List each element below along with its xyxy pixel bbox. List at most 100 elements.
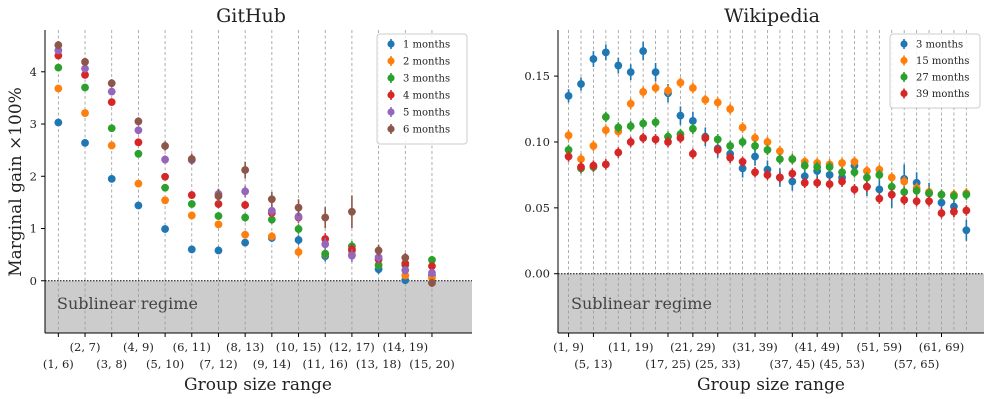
github-series-5: [54, 40, 436, 288]
wikipedia-data-point: [825, 171, 834, 179]
wikipedia-data-point: [626, 68, 635, 77]
github-legend-label: 3 months: [403, 74, 450, 85]
wikipedia-series-2: [564, 111, 971, 202]
github-data-point: [161, 196, 169, 205]
github-data-point: [401, 259, 410, 268]
github-title: GitHub: [216, 5, 286, 27]
wikipedia-data-point: [726, 142, 735, 150]
wikipedia-data-point: [688, 149, 697, 158]
wikipedia-legend-marker: [900, 73, 908, 81]
github-data-point: [81, 138, 89, 147]
github-data-point: [107, 124, 116, 133]
wikipedia-x-tick-label: (5, 13): [574, 357, 612, 371]
github-data-point: [267, 206, 276, 215]
wikipedia-data-point: [925, 189, 933, 198]
github-data-point: [294, 212, 303, 221]
wikipedia-data-point: [763, 138, 772, 146]
wikipedia-legend-marker: [900, 56, 908, 65]
wikipedia-data-point: [813, 163, 822, 171]
github-data-point: [214, 200, 223, 208]
wikipedia-data-point: [601, 126, 610, 135]
github-legend-label: 5 months: [403, 108, 450, 119]
github-data-point: [428, 255, 436, 264]
wikipedia-data-point: [887, 173, 896, 182]
github-legend-marker: [387, 108, 395, 116]
wikipedia-data-point: [751, 134, 759, 142]
github-data-point: [107, 174, 116, 183]
github-data-point: [107, 79, 116, 88]
github-data-point: [401, 253, 410, 262]
github-data-point: [214, 192, 223, 201]
wikipedia-data-point: [775, 173, 784, 182]
github-data-point: [134, 149, 143, 158]
github-data-point: [187, 200, 196, 208]
github-data-point: [54, 84, 63, 93]
wikipedia-data-point: [925, 197, 933, 206]
github-x-tick-label: (11, 16): [302, 357, 348, 371]
wikipedia-legend-marker: [900, 40, 908, 48]
wikipedia-legend: 3 months 15 months 27 months 39 months: [889, 33, 981, 109]
github-x-tick-label: (7, 12): [199, 357, 237, 371]
github-sublinear-region: [45, 280, 472, 333]
github-data-point: [294, 203, 303, 212]
wikipedia-x-tick-label: (21, 29): [670, 340, 716, 354]
wikipedia-data-point: [564, 152, 573, 161]
wikipedia-data-point: [601, 160, 610, 169]
github-xlabel: Group size range: [184, 375, 332, 395]
wikipedia-x-tick-label: (57, 65): [894, 357, 940, 371]
wikipedia-data-point: [701, 134, 710, 142]
wikipedia-data-point: [626, 99, 635, 108]
github-panel: GitHub Group size range Marginal gain ×1…: [6, 5, 472, 395]
wikipedia-data-point: [564, 131, 573, 140]
github-data-point: [294, 248, 303, 256]
github-legend-box: [376, 33, 468, 145]
github-data-point: [374, 246, 383, 255]
wikipedia-data-point: [676, 134, 685, 142]
github-data-point: [81, 71, 89, 79]
wikipedia-data-point: [676, 111, 685, 120]
wikipedia-data-point: [726, 105, 735, 113]
github-data-point: [214, 220, 223, 229]
wikipedia-data-point: [962, 206, 971, 215]
github-data-point: [187, 191, 196, 199]
wikipedia-x-tick-label: (25, 33): [695, 357, 741, 371]
github-data-point: [321, 249, 330, 258]
github-data-point: [401, 266, 410, 275]
github-data-point: [134, 126, 143, 135]
wikipedia-data-point: [639, 134, 648, 142]
github-data-point: [161, 225, 169, 233]
wikipedia-data-point: [577, 80, 585, 88]
github-x-tick-label: (8, 13): [226, 340, 264, 354]
github-data-point: [428, 278, 436, 287]
wikipedia-data-point: [900, 188, 909, 196]
github-data-point: [134, 201, 143, 210]
wikipedia-legend-marker: [900, 89, 908, 98]
github-x-tick-label: (12, 17): [329, 340, 375, 354]
wikipedia-data-point: [688, 124, 697, 133]
wikipedia-data-point: [763, 145, 772, 154]
wikipedia-data-point: [626, 138, 635, 146]
github-data-point: [241, 238, 250, 247]
github-y-tick-label: 3: [30, 117, 37, 131]
wikipedia-data-point: [564, 91, 573, 100]
github-ylabel: Marginal gain ×100%: [6, 87, 26, 277]
github-legend-label: 1 months: [403, 40, 450, 51]
wikipedia-data-point: [937, 198, 946, 207]
wikipedia-data-point: [738, 123, 747, 132]
wikipedia-xlabel: Group size range: [697, 375, 845, 395]
github-x-tick-label: (4, 9): [123, 340, 154, 354]
github-x-tick-label: (13, 18): [356, 357, 402, 371]
wikipedia-data-point: [577, 155, 585, 164]
wikipedia-data-point: [900, 177, 909, 186]
github-data-point: [321, 213, 330, 222]
wikipedia-data-point: [651, 118, 660, 127]
github-legend-label: 6 months: [403, 125, 450, 136]
wikipedia-data-point: [962, 226, 971, 235]
wikipedia-x-tick-label: (17, 25): [645, 357, 691, 371]
wikipedia-data-point: [738, 157, 747, 166]
wikipedia-data-point: [863, 182, 871, 191]
github-y-tick-label: 4: [30, 65, 37, 79]
wikipedia-data-point: [589, 55, 598, 63]
wikipedia-data-point: [726, 153, 735, 162]
